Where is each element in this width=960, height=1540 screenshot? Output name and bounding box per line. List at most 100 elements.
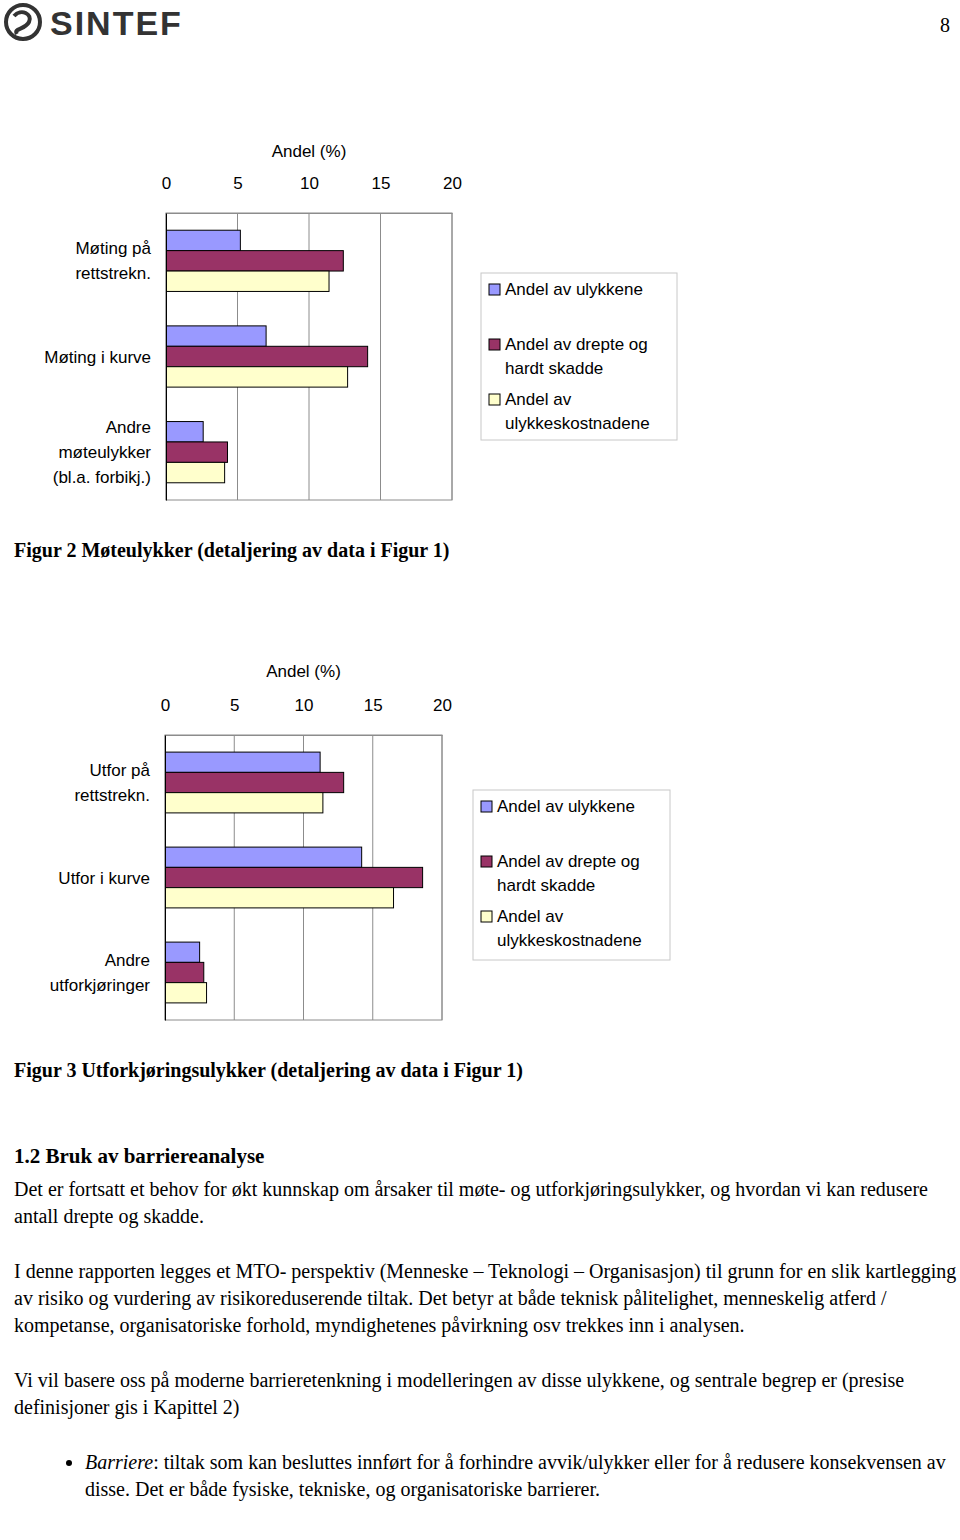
- x-axis: 0 5 10 15 20: [161, 696, 452, 736]
- legend-entry: Andel av ulykkene: [481, 797, 635, 816]
- axis-line: [166, 214, 167, 501]
- text-line: Andre: [106, 418, 151, 437]
- category-label: Møting på rettstrekn.: [75, 239, 151, 283]
- tick: 20: [433, 696, 452, 735]
- bar: [166, 442, 227, 462]
- chart: 05101520Andel (%)Møting pårettstrekn.Møt…: [14, 142, 677, 562]
- bars: [166, 230, 368, 483]
- text-line: Andre: [105, 951, 150, 970]
- legend: Andel av ulykkene Andel av drepte og hardt…: [481, 273, 677, 440]
- paragraph: I denne rapporten legges et MTO- perspek…: [14, 1258, 960, 1339]
- axis-title: Andel (%): [266, 662, 341, 681]
- bar: [166, 462, 225, 482]
- bar: [166, 367, 348, 387]
- plot-frame: [166, 213, 452, 500]
- text-line: rettstrekn.: [75, 264, 151, 283]
- logo-ring: [6, 5, 40, 39]
- category-label: Møting i kurve: [44, 348, 151, 367]
- text-line: Utfor i kurve: [58, 869, 150, 888]
- chart: 05101520Andel (%)Utfor pårettstrekn.Utfo…: [14, 662, 670, 1082]
- tick: 0: [162, 174, 171, 213]
- bar: [165, 752, 320, 772]
- legend-box: [481, 273, 677, 440]
- bar: [165, 942, 200, 962]
- text-line: rettstrekn.: [74, 786, 150, 805]
- text-line: Andel av: [497, 907, 564, 926]
- tick-label: 20: [443, 174, 462, 193]
- grid: [166, 213, 452, 500]
- category-label: Utfor i kurve: [58, 869, 150, 888]
- tick-label: 5: [233, 174, 242, 193]
- grid-line: [380, 213, 381, 500]
- tick: Utfor på rettstrekn.: [74, 761, 165, 805]
- bullet-term: Barriere: [85, 1451, 153, 1473]
- bar: [165, 962, 204, 982]
- legend-label: Andel av ulykkene: [505, 280, 643, 299]
- text-line: hardt skadde: [505, 359, 603, 378]
- tick-label: 0: [162, 174, 171, 193]
- bar: [166, 230, 240, 250]
- bar: [166, 251, 343, 271]
- bullet: Barriere: tiltak som kan besluttes innfø…: [85, 1449, 960, 1503]
- legend-box: [473, 790, 670, 960]
- tick-label: 5: [230, 696, 239, 715]
- axis-line: [165, 736, 166, 1021]
- text-line: Andel av drepte og: [505, 335, 648, 354]
- bars: [165, 752, 423, 1003]
- tick-label: 0: [161, 696, 170, 715]
- text-line: ulykkeskostnadene: [497, 931, 642, 950]
- grid: [165, 735, 442, 1020]
- legend-entry: Andel av ulykkeskostnadene: [481, 907, 642, 950]
- plot-area: [166, 213, 452, 500]
- bar: [166, 346, 368, 366]
- legend-swatch: [481, 801, 492, 812]
- tick: Utfor i kurve: [58, 869, 165, 888]
- bar: [165, 847, 362, 867]
- tick: 10: [295, 696, 314, 735]
- tick-label: 10: [295, 696, 314, 715]
- bullet-text: : tiltak som kan besluttes innført for å…: [85, 1451, 946, 1500]
- legend-label: Andel av drepte og hardt skadde: [505, 335, 648, 378]
- tick: Møting i kurve: [44, 348, 166, 367]
- text-line: (bl.a. forbikj.): [53, 468, 151, 487]
- legend-entry: Andel avulykkeskostnadene: [489, 390, 650, 433]
- text-line: Utfor på: [90, 761, 151, 780]
- logo-swirl: [14, 12, 30, 34]
- text-line: ulykkeskostnadene: [505, 414, 650, 433]
- page-number: 8: [940, 14, 950, 36]
- tick-label: 15: [364, 696, 383, 715]
- plot-area: [165, 735, 442, 1020]
- bar: [165, 772, 344, 792]
- legend-label: Andel avulykkeskostnadene: [505, 390, 650, 433]
- axis-line: [166, 735, 443, 736]
- bar: [166, 326, 266, 346]
- plot-frame: [165, 735, 442, 1020]
- figure-caption: Figur 2 Møteulykker (detaljering av data…: [14, 539, 450, 562]
- bar: [166, 422, 203, 442]
- tick: 20: [443, 174, 462, 213]
- y-axis: Utfor på rettstrekn. Utfor i kurve Andreutf…: [50, 736, 166, 1021]
- bar: [165, 983, 207, 1003]
- text-line: møteulykker: [58, 443, 151, 462]
- logo-icon: [6, 5, 40, 39]
- legend-label: Andel av ulykkeskostnadene: [497, 907, 642, 950]
- category-label: Andreutforkjøringer: [50, 951, 150, 995]
- legend-swatch: [489, 339, 500, 350]
- tick: Andreutforkjøringer: [50, 951, 165, 995]
- legend-entry: Andel av drepte og hardt skadde: [489, 335, 648, 378]
- bar: [165, 867, 423, 887]
- category-label: Utfor på rettstrekn.: [74, 761, 150, 805]
- tick: 15: [364, 696, 383, 735]
- category-label: Andre møteulykker (bl.a. forbikj.): [53, 418, 152, 487]
- bar: [165, 888, 394, 908]
- tick-label: 20: [433, 696, 452, 715]
- tick: 5: [230, 696, 239, 735]
- legend-label: Andel av ulykkene: [497, 797, 635, 816]
- y-axis: Møting på rettstrekn. Møting i kurve Andre m…: [44, 214, 166, 501]
- tick: 10: [300, 174, 319, 213]
- text-line: Møting på: [75, 239, 151, 258]
- legend-swatch: [489, 394, 500, 405]
- document-text: 1.2 Bruk av barriereanalyseDet er fortsa…: [14, 1143, 960, 1503]
- logo-text: SINTEF: [50, 4, 183, 42]
- bar: [165, 793, 323, 813]
